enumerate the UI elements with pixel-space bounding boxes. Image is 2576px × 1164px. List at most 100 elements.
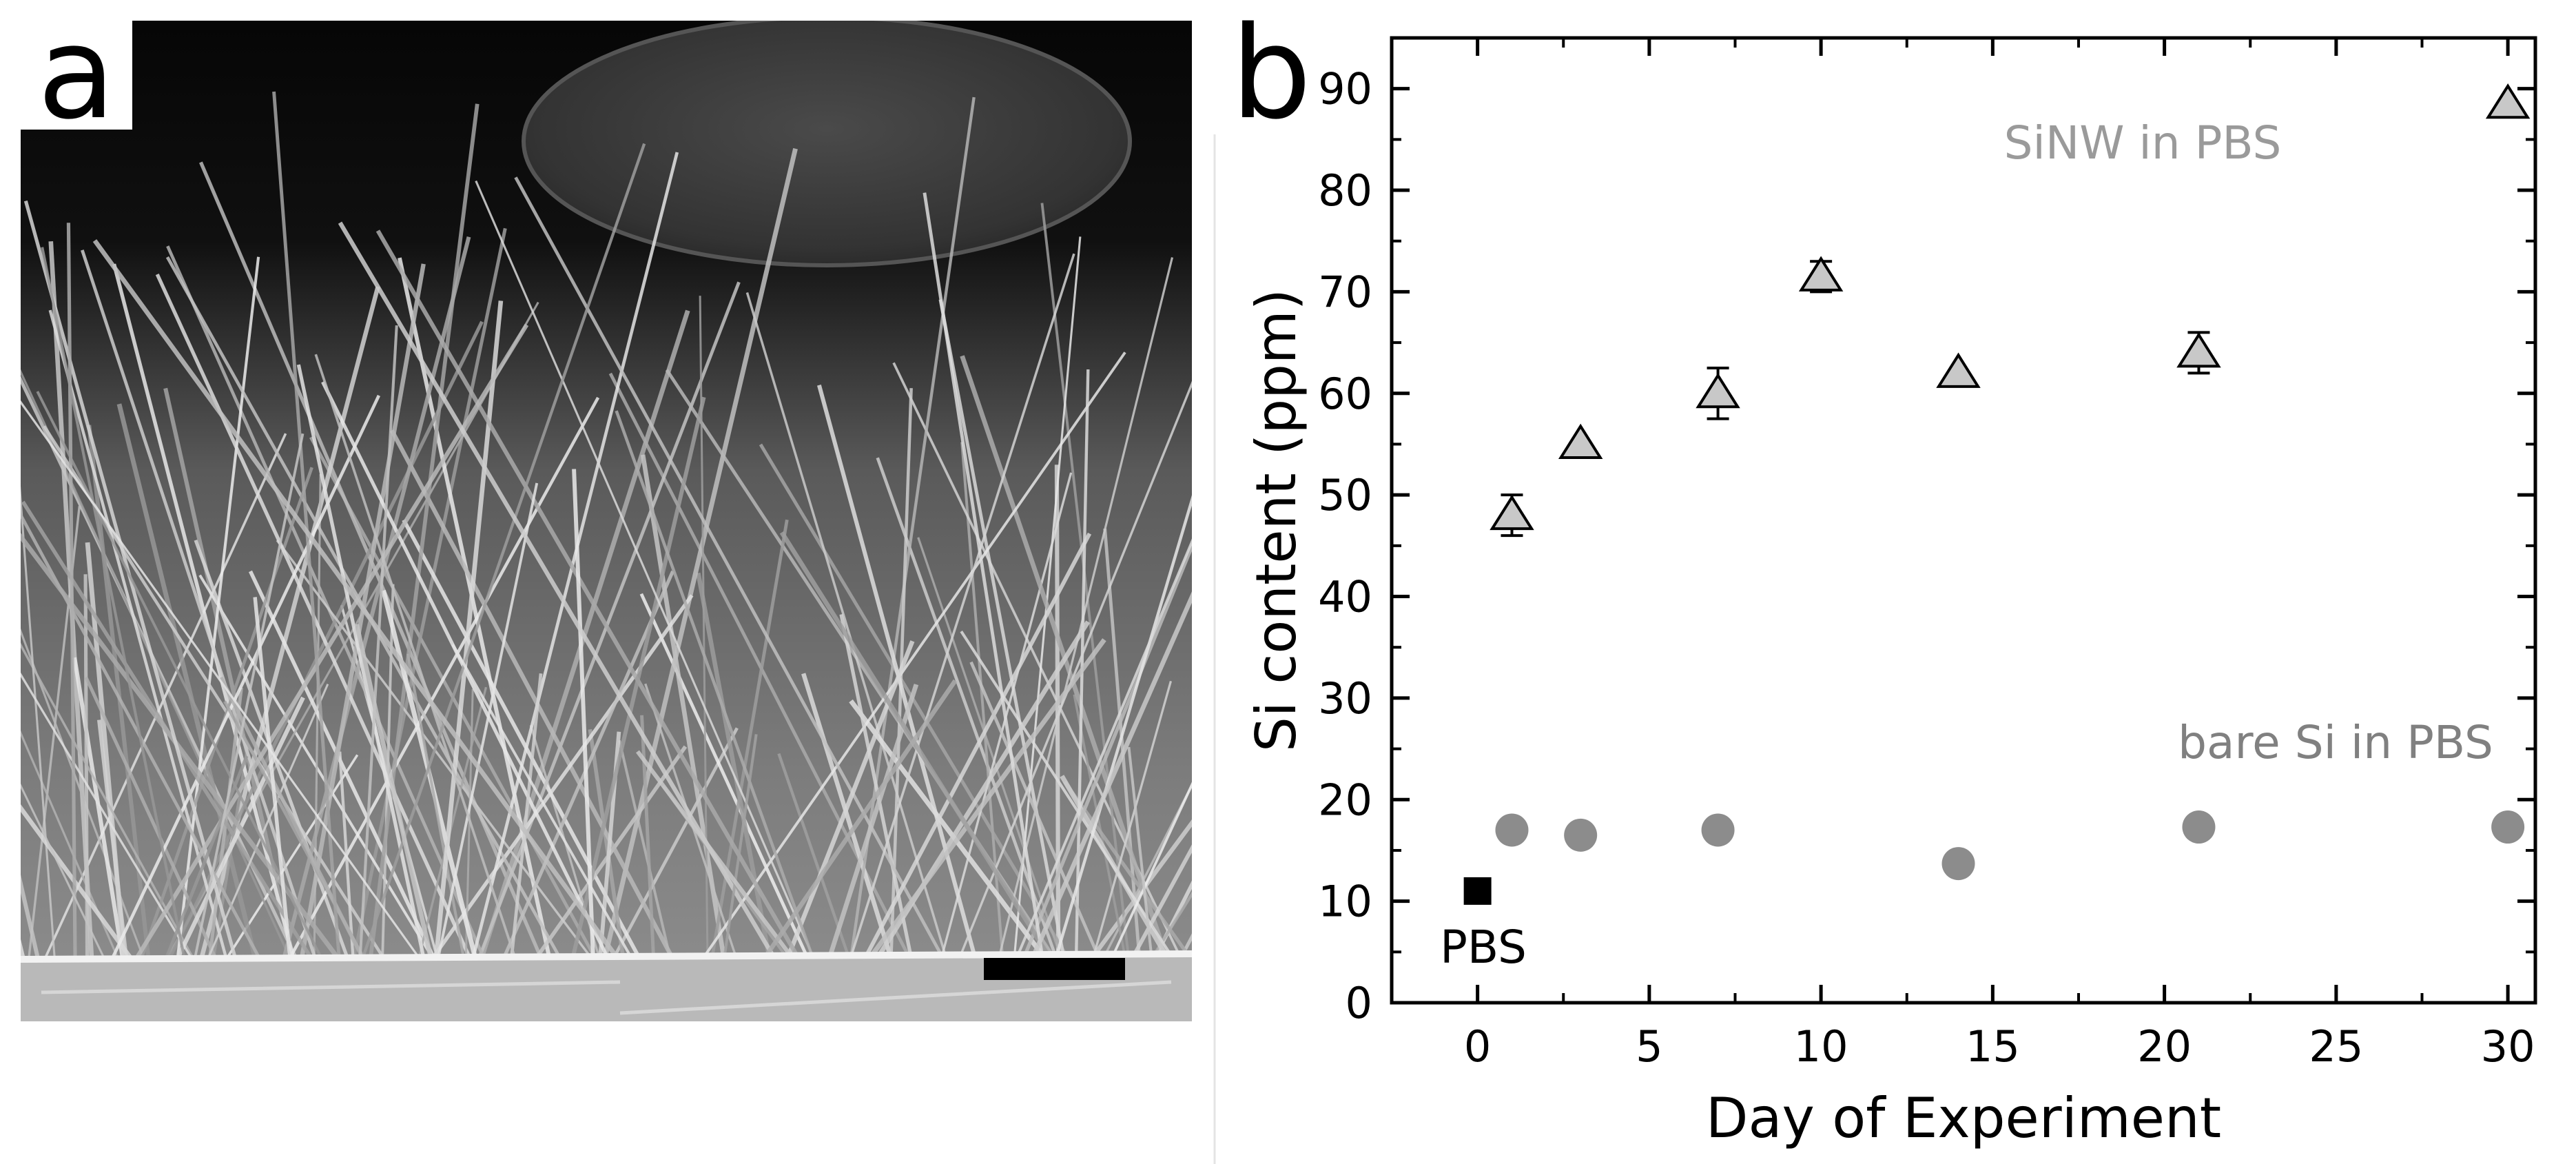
x-tick-label: 15 — [1966, 1021, 2020, 1072]
nanowire — [1131, 844, 1192, 959]
panel-a-label: a — [37, 0, 115, 147]
nanowire — [66, 223, 77, 959]
nanowire — [21, 642, 194, 959]
bare-si-point — [1701, 813, 1735, 847]
nanowire — [21, 400, 420, 959]
nanowire — [176, 256, 260, 959]
nanowire — [1111, 782, 1192, 959]
nanowire — [1030, 591, 1192, 959]
panel-a-label-box — [21, 21, 132, 130]
bare-si-point — [1941, 847, 1975, 881]
series-label-sinw: SiNW in PBS — [2004, 116, 2282, 170]
x-tick-label: 30 — [2481, 1021, 2535, 1072]
nanowire — [475, 180, 815, 959]
sinw-point — [1936, 352, 1981, 388]
sinw-point — [1490, 494, 1534, 531]
nanowire — [358, 325, 398, 959]
y-tick-label: 90 — [1318, 64, 1372, 114]
nanowire — [21, 485, 56, 959]
nanowire — [21, 939, 25, 959]
nanowire — [36, 391, 323, 959]
nanowire — [1127, 746, 1153, 959]
nanowire — [194, 433, 305, 959]
nanowire — [219, 676, 364, 959]
nanowire — [418, 686, 488, 959]
nanowire — [437, 482, 539, 959]
nanowire — [602, 147, 798, 959]
nanowire — [1103, 528, 1142, 959]
nanowire — [572, 469, 595, 959]
nanowire — [759, 443, 1070, 959]
bare-si-point — [1564, 818, 1598, 852]
nanowire — [785, 640, 915, 959]
y-tick-label: 70 — [1318, 267, 1372, 317]
nanowire — [696, 572, 772, 959]
nanowire — [21, 783, 105, 959]
nanowire — [817, 385, 978, 959]
y-axis-label: Si content (ppm) — [1244, 289, 1308, 752]
nanowire — [1015, 538, 1192, 959]
nanowire — [849, 699, 1047, 960]
nanowire — [723, 734, 758, 959]
y-tick-label: 10 — [1318, 877, 1372, 927]
nanowire — [207, 684, 329, 959]
nanowire — [471, 152, 679, 959]
y-tick-label: 80 — [1318, 165, 1372, 216]
nanowire — [354, 624, 433, 959]
y-tick-label: 0 — [1346, 978, 1372, 1028]
nanowire — [863, 532, 1092, 959]
nanowire — [839, 613, 914, 959]
nanowire — [801, 673, 894, 959]
nanowire — [1092, 680, 1173, 959]
nanowire — [639, 593, 810, 959]
nanowires — [21, 91, 1192, 960]
nanowire — [636, 750, 794, 959]
y-tick-label: 60 — [1318, 369, 1372, 419]
bare-si-point — [2491, 810, 2525, 844]
x-tick-labels: 0 5 10 15 20 25 30 — [1464, 1021, 2535, 1072]
nanowire — [296, 364, 426, 959]
scale-bar — [984, 958, 1125, 980]
nanowire — [640, 454, 726, 959]
nanowire — [41, 247, 186, 959]
nanowire — [272, 91, 341, 959]
nanowire — [431, 594, 694, 959]
nanowire — [867, 638, 1106, 960]
y-tick-label: 20 — [1318, 775, 1372, 825]
nanowire — [745, 292, 948, 959]
nanowire — [588, 728, 626, 959]
nanowire — [969, 661, 1101, 959]
nanowire — [406, 653, 465, 959]
x-tick-label: 10 — [1794, 1021, 1848, 1072]
nanowire — [282, 236, 471, 959]
nanowire — [288, 396, 600, 959]
nanowire — [92, 239, 619, 959]
nanowire — [352, 227, 507, 959]
bare-si-point — [2182, 810, 2216, 844]
nanowire — [375, 229, 801, 959]
nanowire — [917, 537, 1062, 959]
sinw-point — [1696, 373, 1740, 409]
nanowire — [710, 519, 789, 959]
y-tick-label: 40 — [1318, 572, 1372, 622]
y-tick-label: 30 — [1318, 673, 1372, 724]
x-tick-label: 0 — [1464, 1021, 1491, 1072]
pbs-point — [1463, 877, 1492, 905]
nanowire — [502, 570, 674, 959]
nanowire — [21, 672, 193, 959]
data-points — [1463, 83, 2531, 905]
nanowire — [402, 519, 641, 959]
nanowire — [998, 257, 1174, 959]
nanowire — [21, 628, 145, 959]
nanowire — [570, 396, 706, 959]
sinw-point — [2485, 83, 2531, 119]
nanowire — [111, 394, 380, 959]
nanowire — [116, 403, 258, 959]
nanowire — [1073, 694, 1127, 959]
sinw-point — [1558, 423, 1603, 459]
nanowire — [827, 684, 919, 959]
nanowire — [361, 143, 646, 959]
sinw-point — [1798, 256, 1844, 292]
nanowire — [369, 103, 480, 959]
y-tick-label: 50 — [1318, 470, 1372, 520]
